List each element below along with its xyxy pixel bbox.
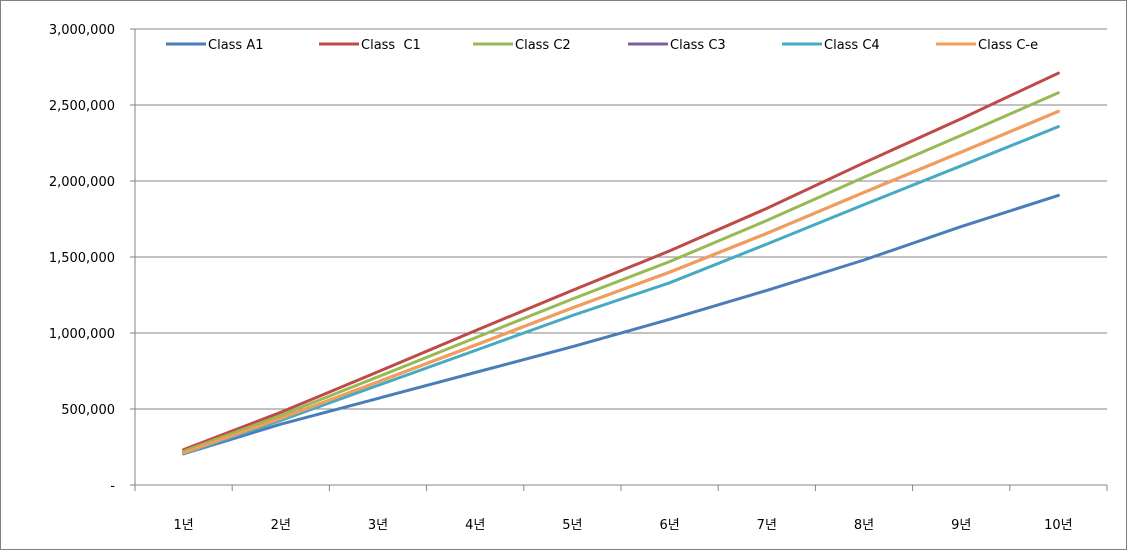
series-line-3 xyxy=(182,91,1060,453)
x-tick-label: 1년 xyxy=(173,518,193,533)
y-tick-label: - xyxy=(110,479,115,494)
x-tick-label: 9년 xyxy=(951,518,971,533)
x-tick-label: 3년 xyxy=(368,518,388,533)
legend-item: Class C3 xyxy=(628,38,726,53)
series-line-6 xyxy=(182,109,1060,455)
legend-label: Class A1 xyxy=(208,38,264,53)
x-axis: 1년 2년 3년 4년 5년 6년 7년 8년 9년 10년 xyxy=(134,484,1108,533)
y-tick-label: 500,000 xyxy=(61,403,115,418)
legend: Class A1 Class C1 Class C2 Class C3 Class C4… xyxy=(166,38,1038,53)
y-tick-label: 1,500,000 xyxy=(49,251,115,266)
x-tick-label: 2년 xyxy=(271,518,291,533)
x-tick-label: 7년 xyxy=(757,518,777,533)
legend-item: Class C1 xyxy=(319,38,421,53)
legend-label: Class C2 xyxy=(515,38,571,53)
x-tick-label: 5년 xyxy=(562,518,582,533)
legend-label: Class C4 xyxy=(824,38,880,53)
x-tick-label: 4년 xyxy=(465,518,485,533)
legend-item: Class C2 xyxy=(473,38,571,53)
legend-label: Class C3 xyxy=(670,38,726,53)
x-tick-label: 8년 xyxy=(854,518,874,533)
y-tick-label: 2,500,000 xyxy=(49,99,115,114)
y-tick-label: 1,000,000 xyxy=(49,327,115,342)
y-tick-label: 3,000,000 xyxy=(49,23,115,38)
legend-item: Class A1 xyxy=(166,38,264,53)
series-line-2 xyxy=(182,71,1060,452)
legend-label: Class C1 xyxy=(361,38,421,53)
series-line-1 xyxy=(182,193,1060,456)
legend-item: Class C4 xyxy=(782,38,880,53)
x-tick-label: 6년 xyxy=(659,518,679,533)
legend-label: Class C-e xyxy=(978,38,1038,53)
x-tick-label: 10년 xyxy=(1044,518,1073,533)
y-axis: - 500,000 1,000,000 1,500,000 2,000,000 2,500… xyxy=(49,23,136,494)
series-lines xyxy=(182,71,1060,456)
y-tick-label: 2,000,000 xyxy=(49,175,115,190)
series-line-5 xyxy=(182,125,1060,456)
legend-item: Class C-e xyxy=(936,38,1038,53)
